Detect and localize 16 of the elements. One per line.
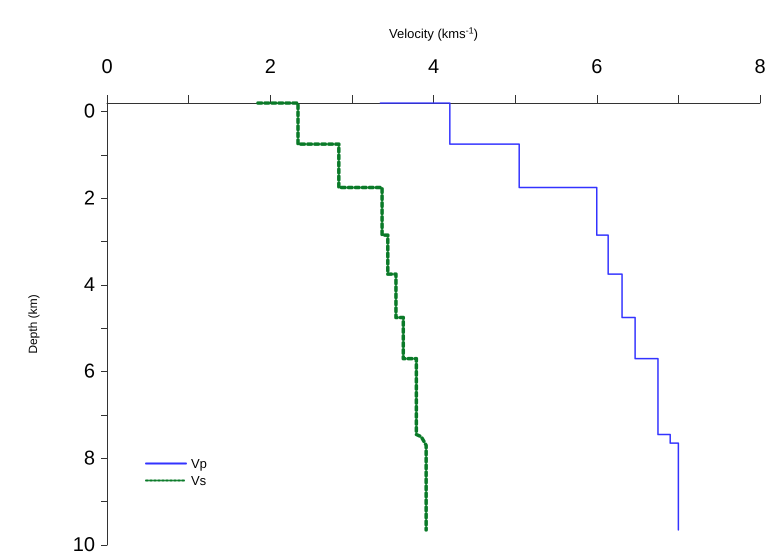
x-tick-label: 6 <box>591 56 602 78</box>
x-tick-label: 2 <box>264 56 276 78</box>
legend-label: Vp <box>191 456 207 471</box>
x-tick-label: 8 <box>754 56 766 78</box>
line-series <box>380 102 680 531</box>
y-tick-label: 4 <box>84 274 95 296</box>
x-tick-label: 0 <box>101 56 113 78</box>
y-tick-label: 6 <box>84 360 95 383</box>
y-tick-label: 2 <box>84 187 95 210</box>
y-tick-label: 8 <box>84 447 95 470</box>
y-axis-title: Depth (km) <box>26 294 40 354</box>
line-series <box>256 101 428 532</box>
x-tick-label: 4 <box>428 56 440 78</box>
y-tick-label: 0 <box>84 100 95 123</box>
y-tick-label: 10 <box>72 534 95 556</box>
legend-label: Vs <box>191 473 207 488</box>
